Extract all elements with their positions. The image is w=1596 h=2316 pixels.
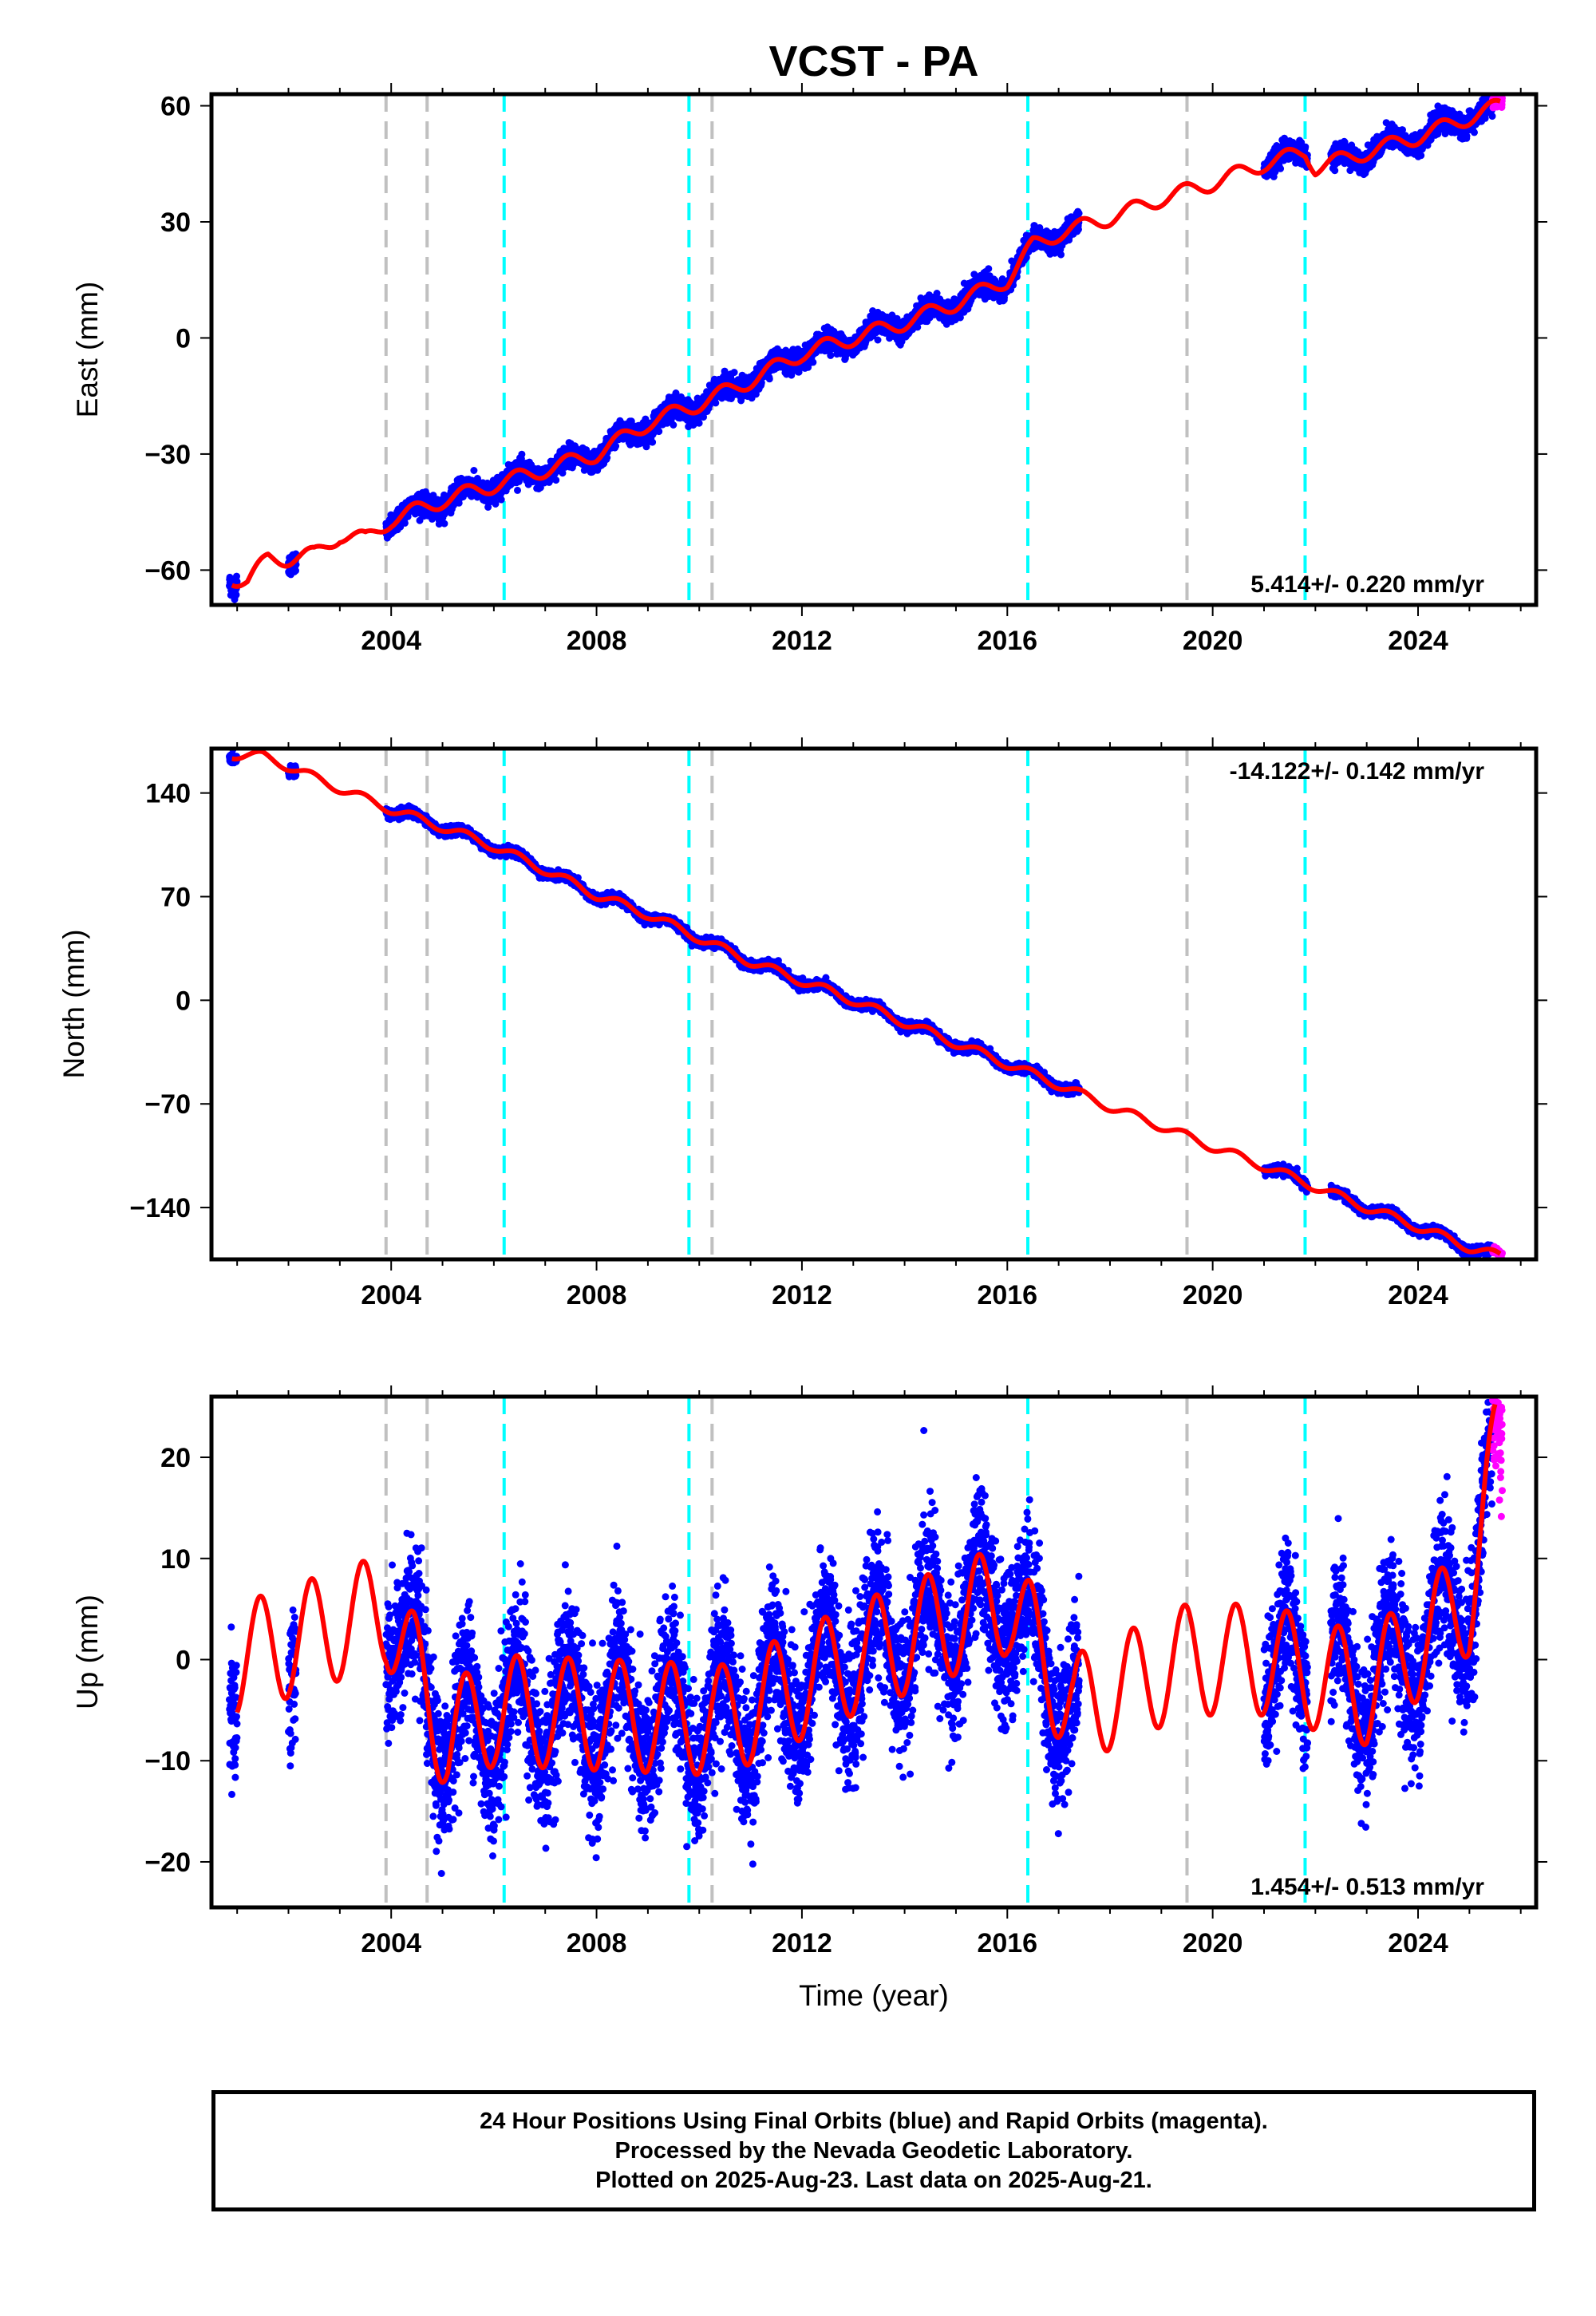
panel-east: 2004 2008 2012 2016 2020 2024 60 30 0 −30 −60 East … [71, 83, 1547, 656]
y-axis-label: East (mm) [71, 282, 104, 418]
velocity-rate-label: 1.454+/- 0.513 mm/yr [1250, 1874, 1484, 1900]
x-tick-label: 2016 [977, 1280, 1037, 1310]
x-tick-label: 2008 [567, 1280, 627, 1310]
x-tick-label: 2004 [361, 1928, 421, 1958]
x-tick-label: 2024 [1388, 626, 1448, 656]
x-tick-label: 2016 [977, 626, 1037, 656]
up-plot-area [226, 1326, 1506, 1907]
x-tick-label: 2004 [361, 626, 421, 656]
y-tick-label: −30 [144, 440, 191, 470]
y-tick-label: −70 [144, 1089, 191, 1120]
y-tick-label: −140 [129, 1193, 191, 1223]
y-tick-label: 0 [176, 323, 191, 354]
y-tick-label: 0 [176, 986, 191, 1016]
x-tick-label: 2008 [567, 1928, 627, 1958]
y-tick-label: 20 [160, 1443, 191, 1473]
x-tick-label: 2020 [1183, 1280, 1243, 1310]
footer-line-1: 24 Hour Positions Using Final Orbits (bl… [480, 2107, 1268, 2136]
y-tick-label: 60 [160, 92, 191, 122]
footer-line-3: Plotted on 2025-Aug-23. Last data on 202… [595, 2166, 1152, 2195]
y-tick-label: −60 [144, 555, 191, 586]
y-tick-label: 140 [145, 779, 191, 809]
velocity-rate-label: 5.414+/- 0.220 mm/yr [1250, 571, 1484, 598]
y-tick-label: −20 [144, 1848, 191, 1878]
x-tick-label: 2012 [772, 626, 832, 656]
panel-north: 2004 2008 2012 2016 2020 2024 140 70 0 −70 −140 Nor… [57, 737, 1547, 1310]
y-tick-label: 0 [176, 1646, 191, 1676]
y-tick-label: −10 [144, 1746, 191, 1777]
x-tick-label: 2004 [361, 1280, 421, 1310]
chart-title: VCST - PA [768, 38, 978, 85]
y-tick-label: 10 [160, 1544, 191, 1575]
processing-info-box: 24 Hour Positions Using Final Orbits (bl… [211, 2090, 1536, 2211]
north-plot-area [226, 746, 1506, 1263]
x-tick-label: 2024 [1388, 1280, 1448, 1310]
x-tick-label: 2020 [1183, 626, 1243, 656]
x-tick-label: 2016 [977, 1928, 1037, 1958]
y-axis-label: North (mm) [57, 929, 90, 1078]
x-tick-label: 2008 [567, 626, 627, 656]
north-model-fit-line [232, 752, 1500, 1255]
y-axis-label: Up (mm) [71, 1595, 104, 1709]
x-tick-label: 2024 [1388, 1928, 1448, 1958]
east-plot-area [226, 85, 1506, 605]
x-axis-label: Time (year) [799, 1979, 949, 2012]
x-tick-label: 2012 [772, 1928, 832, 1958]
footer-line-2: Processed by the Nevada Geodetic Laborat… [615, 2136, 1133, 2166]
x-tick-label: 2020 [1183, 1928, 1243, 1958]
x-tick-label: 2012 [772, 1280, 832, 1310]
panel-up: 2004 2008 2012 2016 2020 2024 20 10 0 −10 −20 Up (m… [71, 1326, 1547, 1958]
velocity-rate-label: -14.122+/- 0.142 mm/yr [1230, 758, 1485, 785]
y-tick-label: 70 [160, 883, 191, 913]
y-tick-label: 30 [160, 207, 191, 238]
